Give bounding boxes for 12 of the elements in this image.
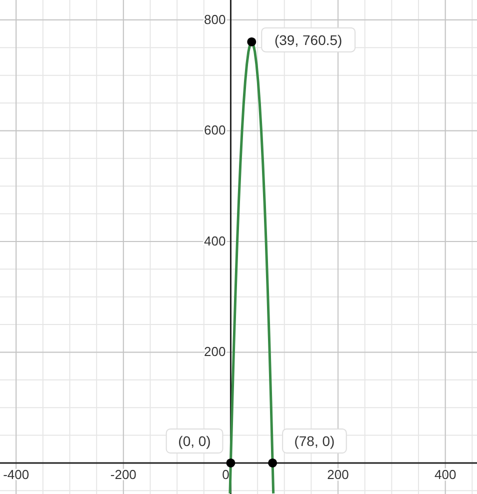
annotation: (78, 0) [294,432,335,449]
annotation: (0, 0) [178,432,211,449]
y-tick-label: 400 [204,233,226,248]
x-tick-label: 200 [327,466,349,482]
x-tick-label: -400 [3,466,30,482]
x-tick-label: 0 [222,466,230,482]
y-tick-label: 200 [204,344,226,360]
x-tick-label: 400 [434,466,456,482]
y-tick-label: 600 [204,122,226,138]
x-tick-label: -200 [110,466,136,482]
y-tick-label: 800 [204,12,226,27]
annotation: (39, 760.5) [274,32,342,48]
